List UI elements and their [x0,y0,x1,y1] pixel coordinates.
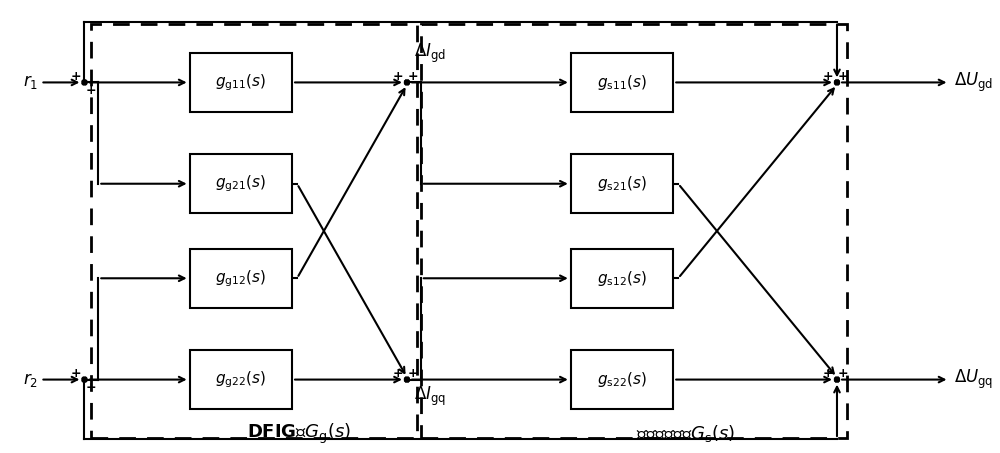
Text: 剩余子系统：$G_{\mathrm{s}}(s)$: 剩余子系统：$G_{\mathrm{s}}(s)$ [636,423,735,444]
FancyBboxPatch shape [571,350,673,409]
Text: $\Delta U_{\mathrm{gd}}$: $\Delta U_{\mathrm{gd}}$ [954,71,994,94]
FancyBboxPatch shape [190,249,292,308]
Circle shape [405,377,409,382]
Text: +: + [70,367,81,380]
Circle shape [835,377,839,382]
Circle shape [82,377,87,382]
FancyBboxPatch shape [190,53,292,112]
Text: +: + [823,70,833,83]
FancyBboxPatch shape [571,53,673,112]
FancyBboxPatch shape [190,154,292,213]
Text: $g_{\mathrm{s21}}(s)$: $g_{\mathrm{s21}}(s)$ [597,174,647,193]
Circle shape [835,80,839,85]
FancyBboxPatch shape [571,249,673,308]
Text: +: + [823,367,833,380]
Text: +: + [393,367,403,380]
Text: $g_{\mathrm{g22}}(s)$: $g_{\mathrm{g22}}(s)$ [215,369,266,390]
Text: $g_{\mathrm{s11}}(s)$: $g_{\mathrm{s11}}(s)$ [597,73,647,92]
Text: +: + [838,70,848,83]
FancyBboxPatch shape [571,154,673,213]
Text: $g_{\mathrm{s12}}(s)$: $g_{\mathrm{s12}}(s)$ [597,269,647,288]
FancyBboxPatch shape [190,350,292,409]
Bar [421,24,847,438]
Text: $\Delta I_{\mathrm{gq}}$: $\Delta I_{\mathrm{gq}}$ [414,385,446,408]
Text: +: + [85,84,96,97]
Bar [91,24,417,438]
Text: +: + [70,70,81,83]
Text: $g_{\mathrm{g12}}(s)$: $g_{\mathrm{g12}}(s)$ [215,268,266,289]
Text: $g_{\mathrm{g21}}(s)$: $g_{\mathrm{g21}}(s)$ [215,173,266,194]
Text: +: + [85,381,96,394]
Text: +: + [838,367,848,380]
Text: +: + [408,70,418,83]
Text: $r_2$: $r_2$ [23,371,38,389]
Text: +: + [408,367,418,380]
Text: $\Delta I_{\mathrm{gd}}$: $\Delta I_{\mathrm{gd}}$ [414,41,446,64]
Circle shape [82,80,87,85]
Text: $g_{\mathrm{s22}}(s)$: $g_{\mathrm{s22}}(s)$ [597,370,647,389]
Text: DFIG：$G_{\mathrm{g}}(s)$: DFIG：$G_{\mathrm{g}}(s)$ [247,421,351,446]
Text: $\Delta U_{\mathrm{gq}}$: $\Delta U_{\mathrm{gq}}$ [954,368,994,391]
Circle shape [405,80,409,85]
Text: $g_{\mathrm{g11}}(s)$: $g_{\mathrm{g11}}(s)$ [215,72,266,93]
Text: +: + [393,70,403,83]
Text: $r_1$: $r_1$ [23,73,38,92]
